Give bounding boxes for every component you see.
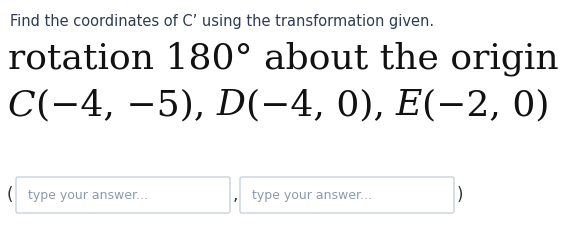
FancyBboxPatch shape bbox=[240, 177, 454, 213]
Text: ,: , bbox=[233, 186, 239, 204]
Text: type your answer...: type your answer... bbox=[28, 188, 148, 202]
Text: ): ) bbox=[457, 186, 463, 204]
Text: (: ( bbox=[7, 186, 13, 204]
Text: D: D bbox=[216, 88, 245, 122]
Text: (−4, −5),: (−4, −5), bbox=[35, 88, 216, 122]
Text: type your answer...: type your answer... bbox=[252, 188, 372, 202]
Text: Find the coordinates of C’ using the transformation given.: Find the coordinates of C’ using the tra… bbox=[10, 14, 434, 29]
Text: (−4, 0),: (−4, 0), bbox=[245, 88, 396, 122]
FancyBboxPatch shape bbox=[16, 177, 230, 213]
Text: rotation 180° about the origin: rotation 180° about the origin bbox=[8, 42, 559, 76]
Text: C: C bbox=[8, 88, 35, 122]
Text: (−2, 0): (−2, 0) bbox=[422, 88, 550, 122]
Text: E: E bbox=[396, 88, 422, 122]
